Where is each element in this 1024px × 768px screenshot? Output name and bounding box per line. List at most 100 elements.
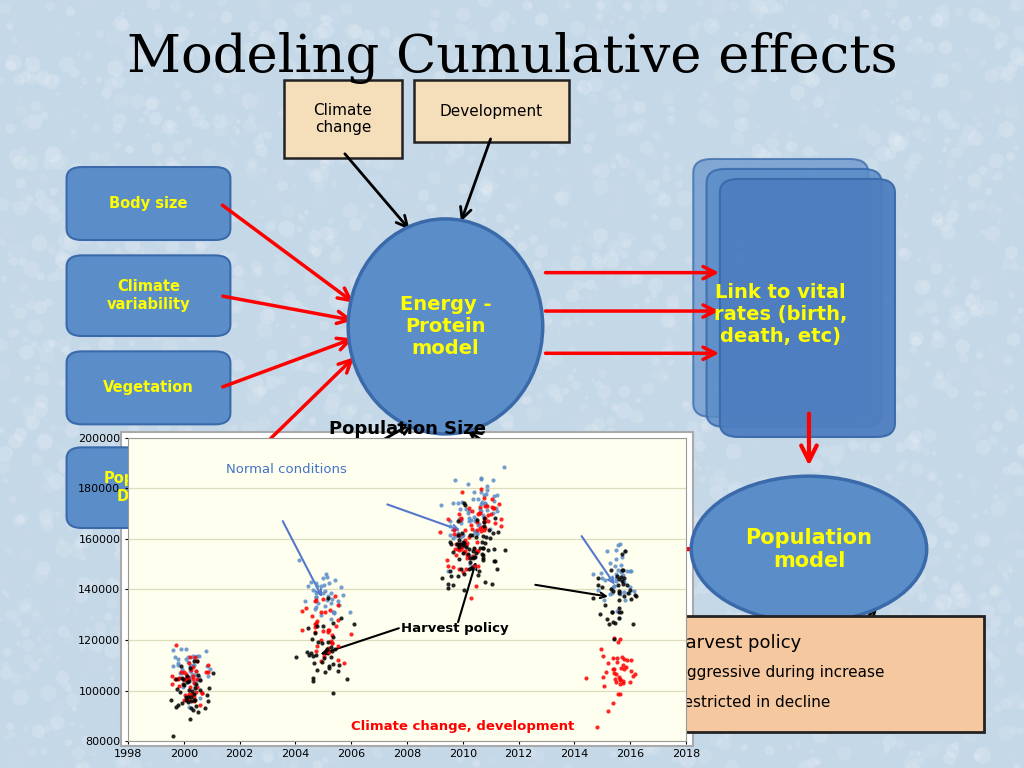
Point [298,602,314,614]
Point [478,480,495,492]
Ellipse shape [691,476,927,622]
Point [449,538,465,550]
Point [178,672,195,684]
Point [186,675,203,687]
Point [616,545,633,558]
Text: -aggressive during increase: -aggressive during increase [672,665,885,680]
Point [467,513,483,525]
Point [611,673,628,685]
Point [595,650,611,662]
Point [469,493,485,505]
Point [323,612,339,624]
Point [461,543,477,555]
Point [181,700,198,713]
Point [476,511,493,524]
Point [608,605,625,617]
Point [324,637,340,649]
Point [305,675,322,687]
Point [445,528,462,540]
Point [326,617,342,629]
Point [480,508,497,521]
Point [458,540,474,552]
Point [173,666,189,678]
Point [187,680,204,692]
Point [322,604,338,616]
Point [323,641,339,654]
Point [440,512,457,525]
Point [314,593,331,605]
Point [604,588,621,600]
Point [306,657,323,669]
Point [450,542,466,554]
Point [188,655,205,667]
Point [604,581,621,594]
Point [197,702,213,714]
FancyBboxPatch shape [67,447,230,528]
Point [456,568,472,580]
Point [451,497,467,509]
Point [463,591,479,604]
Point [472,507,488,519]
Point [187,665,204,677]
Point [164,670,180,682]
Point [485,554,502,567]
Point [615,586,632,598]
Point [602,572,618,584]
Point [330,614,346,626]
Point [456,566,472,578]
Point [461,502,477,515]
Point [487,502,504,515]
FancyBboxPatch shape [693,159,868,417]
Point [319,636,336,648]
Point [450,515,466,527]
Point [451,529,467,541]
Point [319,592,336,604]
Point [183,664,200,676]
Point [464,562,480,574]
Point [169,683,185,695]
Point [180,657,197,669]
Point [474,536,490,548]
Point [488,563,505,575]
Ellipse shape [348,219,543,434]
Point [440,564,457,577]
Point [170,657,186,670]
Point [612,605,629,617]
Point [174,663,190,675]
Point [612,559,629,571]
Point [616,545,633,558]
Point [453,543,469,555]
Point [459,537,475,549]
Point [622,584,638,596]
Point [163,694,179,706]
Point [615,576,632,588]
Point [333,612,349,624]
Point [309,664,326,676]
Text: Population
Density: Population Density [103,472,194,504]
Point [326,605,342,617]
Point [615,658,632,670]
Point [175,672,191,684]
Point [170,699,186,711]
Point [327,590,343,602]
Point [476,515,493,528]
Point [589,720,605,733]
Point [451,562,467,574]
Point [480,525,497,537]
Point [451,552,467,564]
Point [615,569,632,581]
Point [316,650,333,662]
Point [288,651,304,664]
Point [458,541,474,554]
Point [184,673,201,685]
Point [611,687,628,700]
Point [590,571,606,584]
Point [170,653,186,665]
Point [179,676,196,688]
Point [470,508,486,520]
Point [175,679,191,691]
Point [191,684,208,696]
Point [466,511,482,523]
Point [465,551,481,564]
Point [473,486,489,498]
